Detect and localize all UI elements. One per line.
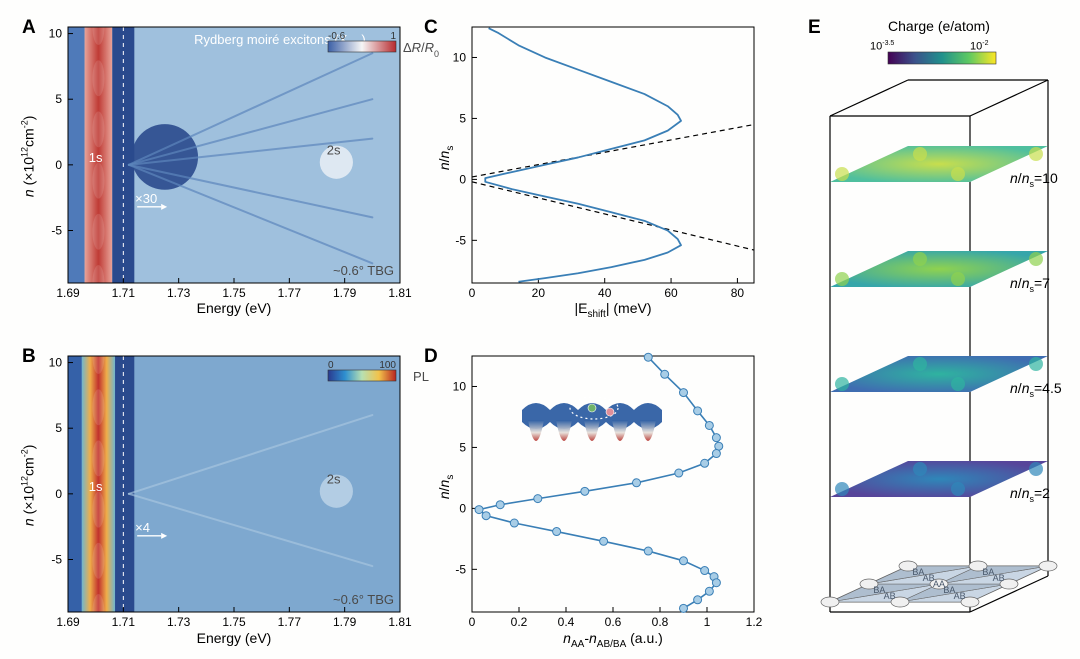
svg-text:ΔR/R0: ΔR/R0 — [403, 40, 439, 59]
ylabel-d: n/ns — [436, 359, 456, 615]
svg-text:1.77: 1.77 — [278, 615, 302, 629]
svg-text:PL: PL — [413, 369, 429, 384]
svg-text:1.69: 1.69 — [56, 615, 80, 629]
svg-text:10: 10 — [49, 27, 63, 41]
svg-text:5: 5 — [55, 92, 62, 106]
svg-text:0.8: 0.8 — [652, 615, 669, 629]
ylabel-a: n (×1012cm-2) — [20, 28, 37, 284]
svg-text:0: 0 — [459, 501, 466, 515]
svg-text:-5: -5 — [455, 233, 466, 247]
layer-label-3: n/ns=2 — [1010, 485, 1080, 504]
svg-text:1.73: 1.73 — [167, 615, 191, 629]
svg-text:1.73: 1.73 — [167, 286, 191, 300]
panel-a-heatmap: Rydberg moiré excitons (XRM)~0.6° TBG1s2… — [68, 27, 400, 283]
svg-text:1.71: 1.71 — [112, 286, 136, 300]
layer-label-1: n/ns=7 — [1010, 275, 1080, 294]
svg-text:AB: AB — [884, 591, 896, 601]
svg-text:1.75: 1.75 — [222, 615, 246, 629]
cbar-e-min: 10-3.5 — [870, 40, 894, 53]
svg-text:AB: AB — [954, 591, 966, 601]
svg-text:5: 5 — [459, 440, 466, 454]
cbar-e-max: 10-2 — [970, 40, 988, 53]
svg-text:1: 1 — [390, 31, 396, 42]
svg-text:1.81: 1.81 — [388, 286, 412, 300]
svg-text:0: 0 — [55, 158, 62, 172]
svg-text:1s: 1s — [89, 479, 103, 494]
svg-text:80: 80 — [731, 286, 745, 300]
panel-e-stack: AAABBAABBAABBAABBA — [816, 50, 1062, 638]
svg-text:1.77: 1.77 — [278, 286, 302, 300]
svg-text:~0.6° TBG: ~0.6° TBG — [333, 592, 394, 607]
svg-text:~0.6° TBG: ~0.6° TBG — [333, 263, 394, 278]
svg-text:0.2: 0.2 — [511, 615, 528, 629]
svg-text:1.75: 1.75 — [222, 286, 246, 300]
xlabel-d: nAA-nAB/BA (a.u.) — [472, 630, 754, 650]
svg-text:100: 100 — [379, 360, 396, 371]
svg-text:BA: BA — [912, 567, 924, 577]
svg-text:1.79: 1.79 — [333, 615, 357, 629]
svg-text:1.69: 1.69 — [56, 286, 80, 300]
svg-text:20: 20 — [532, 286, 546, 300]
svg-text:10: 10 — [453, 379, 467, 393]
svg-text:0: 0 — [328, 360, 334, 371]
xlabel-c: |Eshift| (meV) — [472, 300, 754, 320]
svg-text:BA: BA — [873, 585, 885, 595]
svg-text:1.2: 1.2 — [746, 615, 763, 629]
svg-text:-5: -5 — [51, 552, 62, 566]
svg-text:1.81: 1.81 — [388, 615, 412, 629]
title-e: Charge (e/atom) — [816, 18, 1062, 34]
panel-d-lineplot: 00.20.40.60.811.2-50510 — [472, 356, 754, 612]
svg-text:-0.6: -0.6 — [328, 31, 346, 42]
svg-text:10: 10 — [49, 356, 63, 370]
svg-text:0: 0 — [469, 286, 476, 300]
svg-text:AB: AB — [923, 573, 935, 583]
svg-text:-5: -5 — [455, 562, 466, 576]
svg-text:0: 0 — [55, 487, 62, 501]
layer-label-2: n/ns=4.5 — [1010, 380, 1080, 399]
svg-text:1s: 1s — [89, 150, 103, 165]
svg-text:AB: AB — [993, 573, 1005, 583]
svg-text:0.6: 0.6 — [605, 615, 622, 629]
svg-text:0: 0 — [469, 615, 476, 629]
svg-text:0: 0 — [459, 172, 466, 186]
svg-text:5: 5 — [459, 111, 466, 125]
panel-c-lineplot: 020406080-50510 — [472, 27, 754, 283]
svg-text:60: 60 — [664, 286, 678, 300]
svg-text:10: 10 — [453, 50, 467, 64]
ylabel-b: n (×1012cm-2) — [20, 357, 37, 613]
layer-label-0: n/ns=10 — [1010, 170, 1080, 189]
svg-text:0.4: 0.4 — [558, 615, 575, 629]
xlabel-b: Energy (eV) — [68, 630, 400, 646]
svg-text:40: 40 — [598, 286, 612, 300]
svg-text:1: 1 — [704, 615, 711, 629]
svg-text:5: 5 — [55, 421, 62, 435]
svg-text:1.71: 1.71 — [112, 615, 136, 629]
xlabel-a: Energy (eV) — [68, 300, 400, 316]
svg-text:×4: ×4 — [135, 520, 150, 535]
svg-text:-5: -5 — [51, 223, 62, 237]
svg-text:×30: ×30 — [135, 191, 157, 206]
svg-text:BA: BA — [943, 585, 955, 595]
svg-text:BA: BA — [982, 567, 994, 577]
panel-b-heatmap: ~0.6° TBG1s2s×40100PL1.691.711.731.751.7… — [68, 356, 400, 612]
svg-text:2s: 2s — [327, 471, 341, 486]
ylabel-c: n/ns — [436, 30, 456, 286]
svg-text:2s: 2s — [327, 142, 341, 157]
svg-text:1.79: 1.79 — [333, 286, 357, 300]
